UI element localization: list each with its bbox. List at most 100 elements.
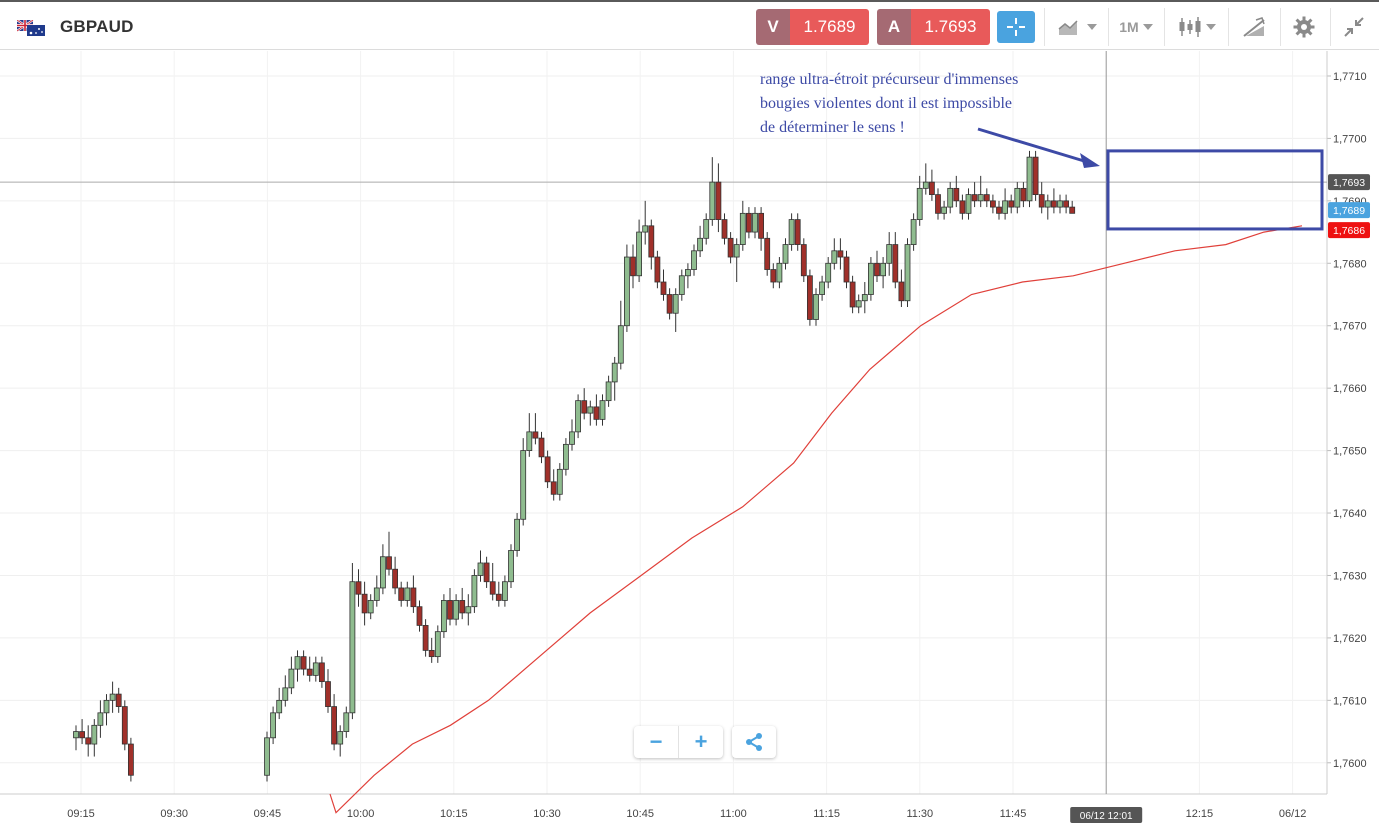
candle-body [1020,187,1027,202]
candle-body [428,649,435,658]
candle-body [575,400,581,433]
candle-body [550,481,557,495]
share-button[interactable] [732,726,776,758]
toolbar-divider [1108,8,1109,46]
y-tick-label: 1,7600 [1333,758,1367,770]
drawing-tools-icon [1243,17,1265,37]
candle-body [788,219,795,245]
crosshair-icon [1007,18,1025,36]
candle-body [1051,200,1057,208]
annotation-arrow-head [1080,153,1100,168]
candle-body [605,381,612,402]
candle-body [440,600,447,633]
candle-body [434,631,441,658]
zoom-controls: − + [634,726,723,758]
candlestick-chart[interactable]: 1,7600 1,7610 1,7620 1,7630 1,7640 1,7650 1,76… [0,51,1379,826]
y-tick-label: 1,7640 [1333,508,1367,520]
y-tick-label: 1,7710 [1333,71,1367,83]
candle-body [115,693,122,707]
candle-body [685,269,691,277]
x-tick-label: 09:45 [254,808,282,820]
buy-button[interactable]: A 1.7693 [877,9,990,45]
instrument-symbol: GBPAUD [60,17,134,36]
y-tick-label: 1,7650 [1333,446,1367,458]
sell-price: 1.7689 [790,9,869,45]
candle-body [1008,200,1015,208]
candle-body [282,687,289,701]
drawing-tools-button[interactable] [1236,11,1272,43]
candle-body [678,275,685,295]
candle-body [477,562,484,576]
candle-body [538,437,545,458]
x-cursor-label: 06/12 12:01 [1080,811,1133,822]
candle-body [343,712,350,732]
x-tick-label: 11:00 [720,808,747,820]
candle-body [758,212,764,239]
y-tick-label: 1,7680 [1333,258,1367,270]
candle-body [331,706,338,745]
candle-body [843,256,850,283]
candle-body [697,237,703,252]
y-tick-label: 1,7660 [1333,383,1367,395]
candle-body [898,281,905,302]
crosshair-button[interactable] [997,11,1035,43]
candle-body [642,225,649,233]
candlestick-icon [1179,17,1201,37]
candle-body [837,250,844,258]
candle-body [495,593,502,601]
candle-body [264,737,270,776]
candle-body [861,294,868,302]
candle-body [532,431,539,439]
x-tick-label: 11:45 [1000,808,1027,820]
candle-body [1032,156,1039,196]
candle-body [306,668,313,676]
candle-body [910,219,917,245]
x-tick-label: 10:15 [440,808,468,820]
toolbar-divider [1044,8,1045,46]
candle-body [312,662,319,676]
zoom-in-button[interactable]: + [694,729,708,754]
candle-body [1069,206,1076,214]
chart-type-button[interactable] [1050,11,1104,43]
candle-body [929,181,935,196]
chart-toolbar: GBPAUD V 1.7689 A 1.7693 1M [0,0,1379,50]
range-highlight-box [1106,149,1324,231]
collapse-button[interactable] [1336,11,1372,43]
chart-annotation-text: range ultra-étroit précurseur d'immenses… [760,68,1100,140]
candle-body [971,194,978,202]
sell-label: V [756,9,790,45]
candle-body [489,581,496,595]
candle-body [935,194,941,214]
x-tick-label: 11:15 [813,808,840,820]
x-tick-label: 10:45 [626,808,654,820]
candle-body [373,587,380,601]
candle-body [514,518,520,551]
candle-style-button[interactable] [1170,11,1224,43]
annotation-line: range ultra-étroit précurseur d'immenses [760,71,1019,88]
candle-body [849,281,856,308]
moving-average-line [329,225,1303,814]
ma-price-label: 1,7686 [1333,225,1365,237]
ma-price-label-bg [1328,222,1370,239]
candle-body [672,294,679,314]
candle-body [715,181,722,220]
timeframe-button[interactable]: 1M [1112,11,1160,43]
toolbar-divider [1330,8,1331,46]
x-tick-label: 10:00 [347,808,375,820]
candle-body [819,281,825,295]
candle-body [886,244,893,264]
candle-body [410,587,417,608]
annotation-line: bougies violentes dont il est impossible [760,95,1012,112]
sell-button[interactable]: V 1.7689 [756,9,869,45]
settings-button[interactable] [1286,11,1322,43]
candle-body [990,200,996,208]
zoom-out-button[interactable]: − [634,726,679,758]
toolbar-divider [1280,8,1281,46]
candle-body [752,212,758,233]
candle-body [398,587,405,601]
price-chart[interactable]: 1,7600 1,7610 1,7620 1,7630 1,7640 1,7650 1,76… [0,51,1379,826]
candle-body [776,262,783,283]
candle-body [103,699,110,714]
candle-body [727,237,734,258]
candle-body [109,693,116,701]
